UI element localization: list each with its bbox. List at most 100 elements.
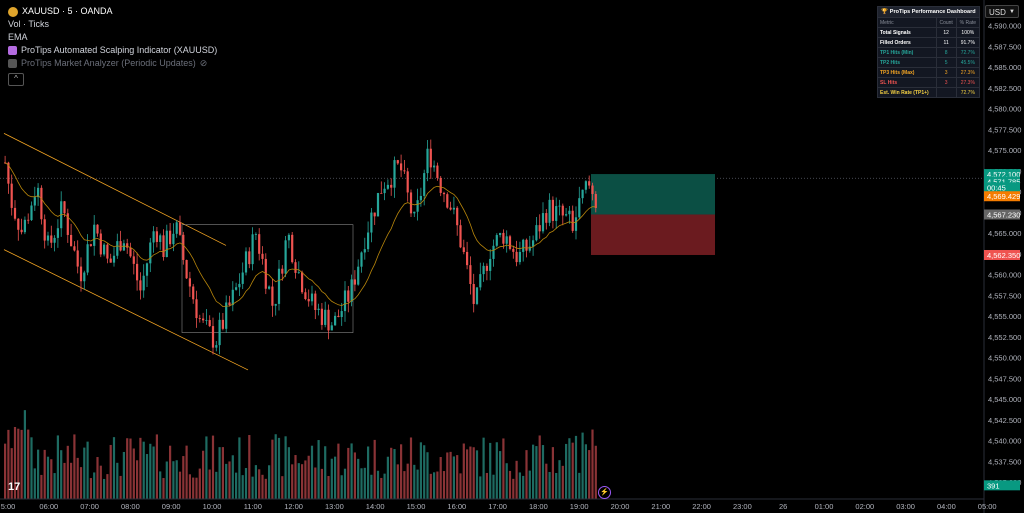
- dashboard-cell-metric: Total Signals: [878, 27, 937, 38]
- volume-bar: [205, 436, 208, 499]
- volume-bar: [53, 473, 56, 499]
- volume-bar: [132, 448, 135, 499]
- candle: [334, 312, 337, 326]
- candle: [83, 270, 86, 290]
- candle: [307, 289, 310, 307]
- price-label: 4,567.230: [984, 209, 1020, 220]
- time-tick: 06:00: [39, 502, 58, 511]
- indicator-analyzer[interactable]: ProTips Market Analyzer (Periodic Update…: [21, 58, 196, 68]
- symbol-title[interactable]: XAUUSD · 5 · OANDA: [22, 6, 113, 16]
- candle: [591, 182, 594, 201]
- candle: [195, 290, 198, 328]
- dashboard-cell-count: 8: [935, 47, 957, 58]
- dashboard-title: 🏆 ProTips Performance Dashboard: [878, 7, 979, 17]
- lightning-icon[interactable]: ⚡: [598, 486, 611, 499]
- volume-bar: [264, 478, 267, 499]
- dashboard-cell-metric: Filled Orders: [878, 37, 937, 48]
- candle: [373, 212, 376, 226]
- volume-bar: [145, 454, 149, 499]
- price-tick: 4,552.500: [988, 333, 1021, 342]
- candle: [297, 261, 300, 274]
- volume-bar: [386, 456, 389, 499]
- volume-bar: [505, 463, 508, 499]
- collapse-legend-button[interactable]: ^: [8, 73, 24, 86]
- candle: [310, 285, 314, 306]
- candle: [228, 295, 231, 307]
- volume-bar: [390, 447, 393, 499]
- take-profit-zone[interactable]: [591, 174, 715, 215]
- stop-loss-zone[interactable]: [591, 214, 715, 255]
- volume-bar: [591, 429, 594, 499]
- volume-bar: [116, 462, 119, 499]
- candle: [73, 241, 76, 252]
- volume-bar: [301, 464, 304, 499]
- ema-legend[interactable]: EMA: [8, 32, 28, 42]
- volume-bar: [202, 450, 205, 499]
- volume-bar: [297, 463, 300, 499]
- volume-bar: [40, 474, 43, 499]
- candle: [535, 217, 538, 242]
- svg-text:4,571.785: 4,571.785: [987, 178, 1020, 187]
- volume-bar: [419, 442, 422, 499]
- dashboard-cell-rate: 27.3%: [955, 77, 979, 88]
- symbol-row[interactable]: XAUUSD · 5 · OANDA: [8, 5, 217, 18]
- volume-bar: [79, 467, 83, 499]
- candle: [502, 229, 505, 249]
- volume-legend[interactable]: Vol · Ticks: [8, 19, 50, 29]
- price-label: 4,569.429: [984, 191, 1020, 202]
- volume-bar: [129, 438, 132, 499]
- header-count: Count: [935, 17, 957, 28]
- candle: [20, 218, 23, 235]
- volume-bar: [76, 457, 79, 499]
- volume-bar: [73, 434, 76, 499]
- candle: [413, 211, 416, 218]
- tradingview-logo[interactable]: 17: [8, 481, 21, 493]
- candle: [30, 201, 33, 221]
- consolidation-box[interactable]: [181, 224, 354, 333]
- volume-bar: [568, 438, 571, 499]
- eye-hidden-icon[interactable]: ⊘: [199, 58, 208, 68]
- candle: [294, 259, 297, 279]
- candle: [274, 303, 277, 316]
- price-tick: 4,575.000: [988, 146, 1021, 155]
- time-tick: 14:00: [366, 502, 385, 511]
- candle: [426, 140, 429, 182]
- candle: [485, 263, 488, 281]
- volume-bar: [350, 443, 353, 499]
- volume-bar: [439, 457, 442, 499]
- candle: [541, 202, 545, 234]
- time-tick: 20:00: [611, 502, 630, 511]
- indicator-scalping[interactable]: ProTips Automated Scalping Indicator (XA…: [21, 45, 218, 55]
- candle: [548, 193, 551, 227]
- volume-bar: [400, 444, 403, 499]
- price-tick: 4,560.000: [988, 271, 1021, 280]
- candle: [165, 224, 168, 258]
- volume-bar: [96, 457, 99, 499]
- volume-bar: [175, 460, 178, 499]
- volume-bar: [360, 468, 363, 499]
- channel-upper-line[interactable]: [3, 133, 227, 246]
- candle: [139, 272, 142, 300]
- volume-bar: [393, 449, 396, 499]
- price-tick: 4,555.000: [988, 312, 1021, 321]
- candle: [103, 243, 106, 257]
- volume-bar: [548, 471, 551, 499]
- time-tick: 05:00: [978, 502, 997, 511]
- volume-bar: [4, 443, 7, 499]
- volume-bar: [571, 442, 574, 499]
- candle: [40, 185, 43, 225]
- volume-bar: [376, 470, 380, 499]
- candle: [495, 233, 498, 248]
- channel-lower-line[interactable]: [3, 249, 249, 371]
- candle: [522, 238, 525, 262]
- currency-selector[interactable]: USD ▼: [985, 5, 1019, 18]
- candle: [479, 262, 482, 291]
- candle: [178, 215, 182, 236]
- dashboard-cell-count: 3: [935, 77, 957, 88]
- price-tick: 4,590.000: [988, 22, 1021, 31]
- volume-bar: [218, 447, 221, 499]
- volume-bar: [165, 461, 168, 499]
- candle: [545, 209, 548, 230]
- time-tick: 22:00: [692, 502, 711, 511]
